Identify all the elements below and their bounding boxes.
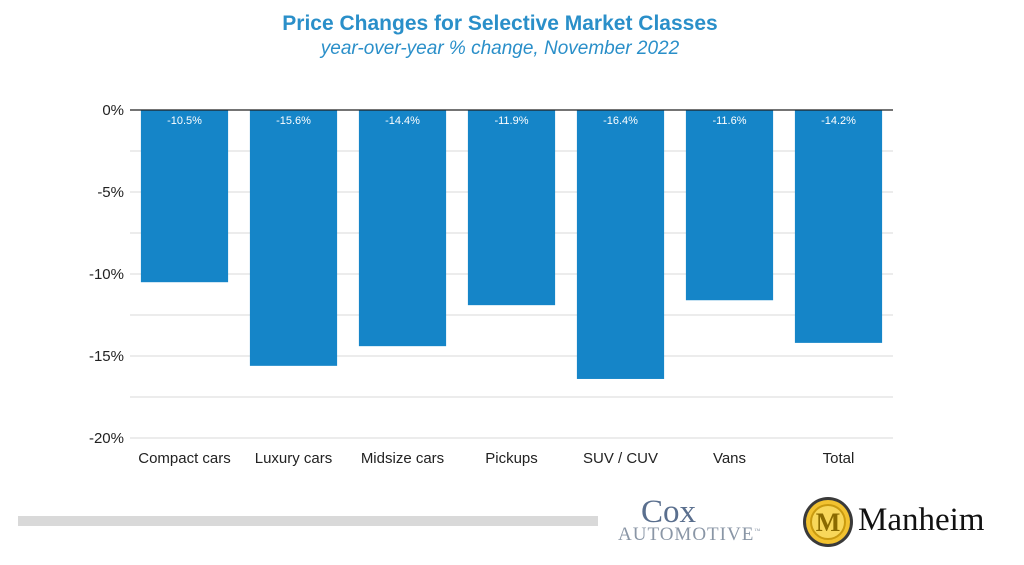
data-label: -10.5% xyxy=(167,115,202,127)
data-label: -11.6% xyxy=(712,115,746,127)
manheim-badge-icon: M xyxy=(803,497,853,547)
category-label: Vans xyxy=(713,450,746,467)
bar xyxy=(140,110,229,283)
cox-logo-text: Cox xyxy=(641,494,697,530)
bar xyxy=(358,110,447,347)
category-label: Luxury cars xyxy=(255,450,333,467)
data-label: -14.2% xyxy=(821,115,856,127)
data-label: -11.9% xyxy=(494,115,528,127)
footer-bar xyxy=(18,516,598,526)
category-label: Compact cars xyxy=(138,450,231,467)
bar xyxy=(576,110,665,379)
y-tick-label: -20% xyxy=(89,430,124,447)
category-label: Total xyxy=(823,450,855,467)
bar xyxy=(467,110,556,306)
y-tick-label: -5% xyxy=(97,184,124,201)
bar xyxy=(794,110,883,343)
chart-subtitle: year-over-year % change, November 2022 xyxy=(320,38,680,59)
cox-automotive-logo: Cox AUTOMOTIVE™ xyxy=(616,494,784,550)
data-label: -14.4% xyxy=(385,115,420,127)
automotive-logo-text: AUTOMOTIVE™ xyxy=(618,524,762,545)
chart-title: Price Changes for Selective Market Class… xyxy=(282,12,718,35)
svg-text:M: M xyxy=(816,508,841,537)
bar xyxy=(249,110,338,366)
y-tick-label: 0% xyxy=(102,102,124,119)
y-tick-label: -10% xyxy=(89,266,124,283)
data-label: -16.4% xyxy=(603,115,638,127)
category-label: Pickups xyxy=(485,450,538,467)
category-label: Midsize cars xyxy=(361,450,444,467)
manheim-wordmark: Manheim xyxy=(858,502,985,538)
bar xyxy=(685,110,774,301)
manheim-logo: M Manheim xyxy=(800,494,1015,554)
y-tick-label: -15% xyxy=(89,348,124,365)
data-label: -15.6% xyxy=(276,115,311,127)
category-label: SUV / CUV xyxy=(583,450,658,467)
